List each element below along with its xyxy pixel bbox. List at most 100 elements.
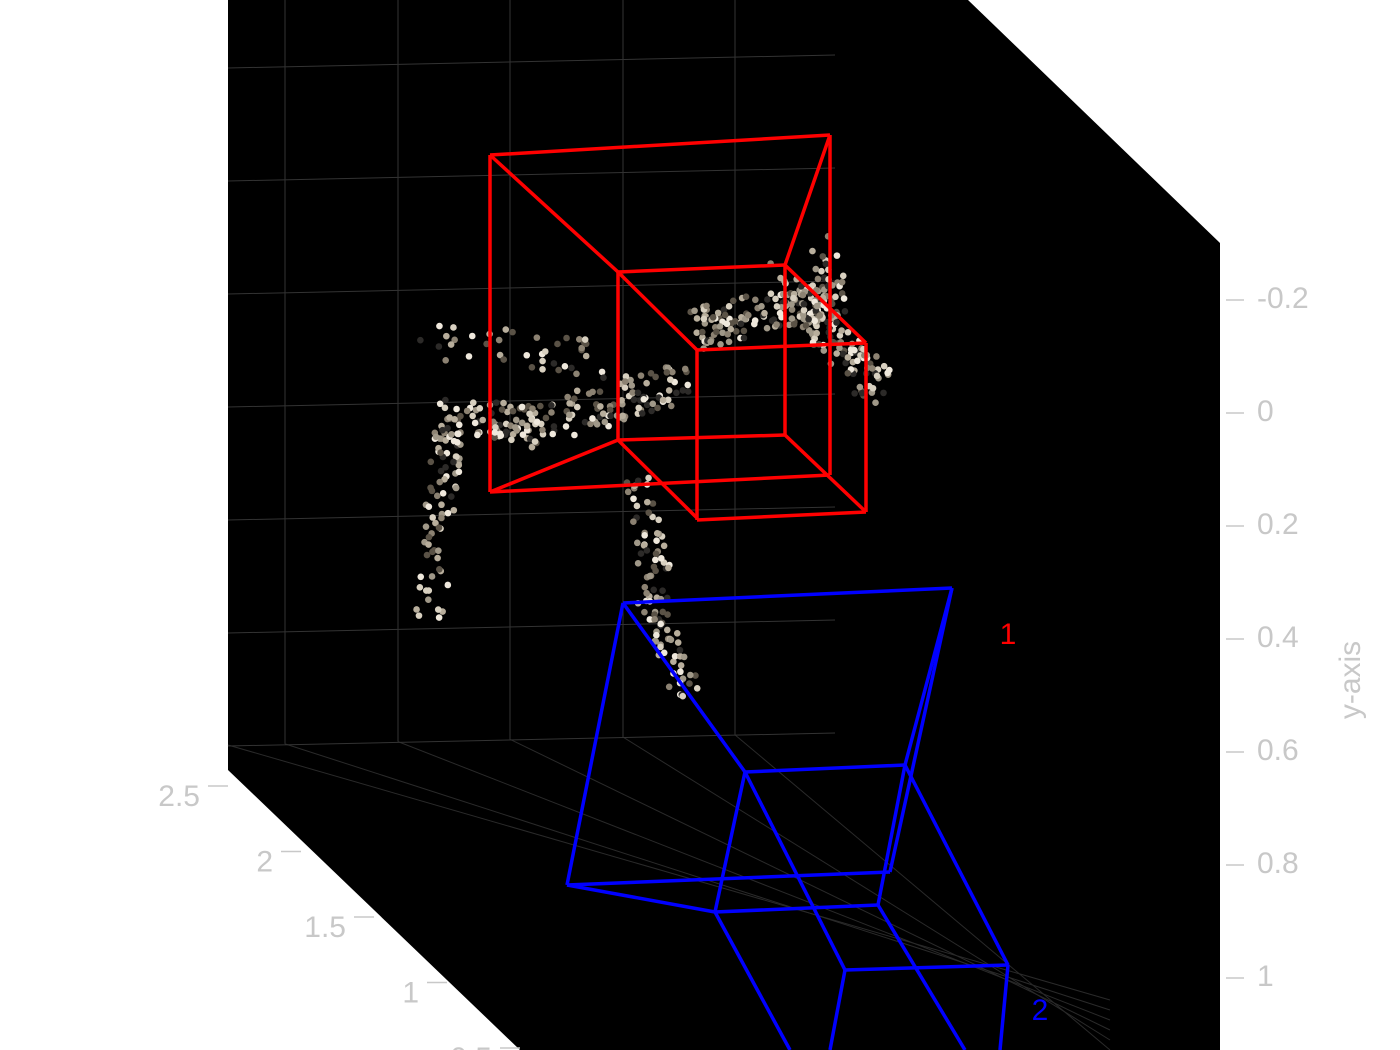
point [627, 376, 634, 384]
point [844, 328, 852, 336]
frustum-edge [713, 911, 792, 1050]
point [539, 426, 546, 434]
point [454, 430, 461, 438]
point [800, 306, 808, 314]
point [657, 620, 665, 628]
point [763, 324, 771, 332]
point [549, 430, 557, 438]
point [641, 583, 649, 591]
point [674, 639, 682, 646]
point [814, 275, 822, 283]
point [573, 370, 580, 378]
point [596, 388, 604, 395]
point [790, 320, 798, 328]
point [428, 487, 436, 495]
frustum-edge [565, 602, 625, 886]
z-tick-label: 2.5 [158, 780, 200, 813]
point [740, 327, 748, 335]
point [768, 317, 776, 324]
point [716, 323, 724, 330]
camera-frustum [565, 586, 1010, 1050]
point [450, 458, 457, 466]
point [432, 519, 439, 527]
point [451, 415, 458, 423]
point [526, 410, 533, 418]
point [508, 436, 515, 444]
point [643, 589, 650, 597]
point [744, 311, 752, 319]
point-cloud [413, 232, 893, 700]
point [436, 322, 443, 330]
point [511, 424, 519, 431]
point [644, 498, 651, 506]
grid-line [227, 167, 836, 182]
grid-line [622, 736, 1111, 1041]
point [833, 319, 840, 326]
point [800, 315, 808, 323]
point [714, 309, 722, 317]
point [573, 387, 581, 395]
point [607, 412, 614, 420]
point [667, 636, 675, 644]
camera-frustum [488, 133, 868, 522]
point [640, 395, 648, 403]
point [621, 378, 629, 385]
point [422, 523, 430, 530]
z-tick-label: 1.5 [304, 911, 346, 944]
point [677, 668, 684, 676]
point [606, 406, 614, 414]
grid-line [227, 280, 836, 295]
point [687, 671, 694, 679]
point [836, 344, 843, 352]
point [758, 302, 765, 310]
point [444, 581, 452, 589]
point [866, 382, 873, 390]
point [663, 626, 671, 634]
point [444, 509, 452, 517]
frustum-edge [744, 763, 906, 774]
point [665, 683, 673, 691]
point [659, 587, 666, 594]
point [752, 296, 759, 304]
point [654, 404, 661, 412]
point [526, 435, 534, 443]
point [677, 662, 685, 669]
point [721, 311, 729, 319]
point [833, 350, 841, 357]
point [719, 329, 726, 337]
point [554, 340, 561, 348]
point [566, 411, 573, 419]
point [453, 405, 460, 413]
z-tick-label: 2 [256, 845, 273, 878]
point [681, 365, 689, 373]
point [693, 315, 701, 322]
point [729, 297, 737, 305]
point [658, 554, 665, 562]
point [822, 260, 830, 268]
point [788, 315, 796, 322]
point [665, 564, 672, 572]
point [657, 643, 664, 651]
point [442, 463, 449, 471]
point [621, 384, 629, 391]
point [425, 533, 433, 541]
frustum-edge [783, 263, 868, 345]
point [633, 539, 641, 547]
point [653, 537, 660, 545]
frustum-edge [876, 764, 907, 906]
point [838, 290, 846, 297]
point [437, 449, 444, 457]
point [601, 418, 609, 426]
y-tick-label: -0.2 [1257, 282, 1309, 315]
point [413, 606, 420, 613]
point [550, 360, 558, 367]
point [667, 376, 674, 383]
z-tick-label: 0.5 [450, 1042, 492, 1050]
point [805, 315, 812, 323]
point [653, 631, 660, 639]
point [880, 362, 888, 370]
point [790, 294, 797, 302]
frustum-edge [888, 587, 954, 873]
point [492, 424, 499, 431]
